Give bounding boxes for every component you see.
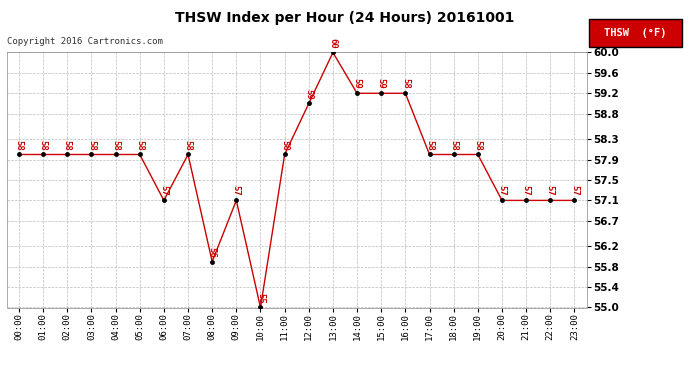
Text: 58: 58 <box>14 140 23 150</box>
Text: 58: 58 <box>184 140 193 150</box>
Text: THSW  (°F): THSW (°F) <box>604 28 667 38</box>
Text: 58: 58 <box>449 140 458 150</box>
Text: 58: 58 <box>473 140 482 150</box>
Text: 58: 58 <box>87 140 96 150</box>
Text: 59: 59 <box>353 78 362 89</box>
Text: 57: 57 <box>232 186 241 196</box>
Text: 58: 58 <box>425 140 434 150</box>
Text: THSW Index per Hour (24 Hours) 20161001: THSW Index per Hour (24 Hours) 20161001 <box>175 11 515 25</box>
Text: 59: 59 <box>377 78 386 89</box>
Text: 57: 57 <box>497 186 506 196</box>
Text: 56: 56 <box>208 247 217 257</box>
Text: Copyright 2016 Cartronics.com: Copyright 2016 Cartronics.com <box>7 38 163 46</box>
Text: 57: 57 <box>570 186 579 196</box>
Text: 58: 58 <box>401 78 410 89</box>
Text: 58: 58 <box>135 140 144 150</box>
Text: 58: 58 <box>111 140 120 150</box>
Text: 55: 55 <box>256 292 265 303</box>
Text: 57: 57 <box>522 186 531 196</box>
Text: 57: 57 <box>546 186 555 196</box>
Text: 58: 58 <box>280 140 289 150</box>
Text: 59: 59 <box>304 88 313 99</box>
Text: 58: 58 <box>63 140 72 150</box>
Text: 60: 60 <box>328 38 337 48</box>
Text: 58: 58 <box>39 140 48 150</box>
Text: 57: 57 <box>159 186 168 196</box>
